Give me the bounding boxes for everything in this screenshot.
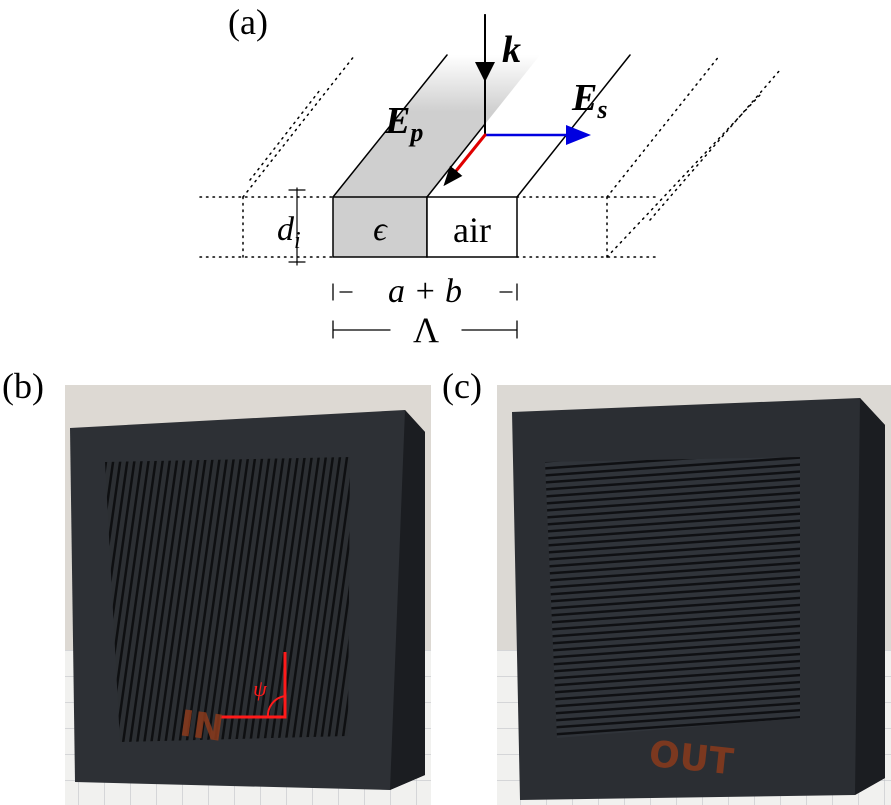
psi-label: ψ [253, 676, 267, 701]
marking: IN [177, 703, 226, 750]
figure: (a) k Ep Es di ϵ air a + b Λ (b) ψ IN (c… [0, 0, 891, 805]
epsilon-label: ϵ [373, 211, 388, 248]
width-label: a + b [388, 273, 462, 310]
ep-arrowhead [446, 171, 456, 183]
panel-label: (a) [228, 2, 268, 42]
epsilon-strip [333, 55, 540, 197]
k-label: k [502, 29, 521, 71]
grating-vertical [105, 457, 350, 742]
panel-label: (c) [442, 366, 482, 406]
photo-c: (c) OUT [442, 366, 891, 805]
air-label: air [453, 210, 491, 250]
photo-b: (b) ψ IN [2, 366, 431, 805]
grating-horizontal [545, 457, 800, 738]
diagram: (a) k Ep Es di ϵ air a + b Λ [200, 2, 780, 350]
period-label: Λ [413, 310, 439, 350]
panel-label: (b) [2, 366, 44, 406]
sample-side [855, 398, 885, 795]
es-label: Es [571, 77, 607, 124]
